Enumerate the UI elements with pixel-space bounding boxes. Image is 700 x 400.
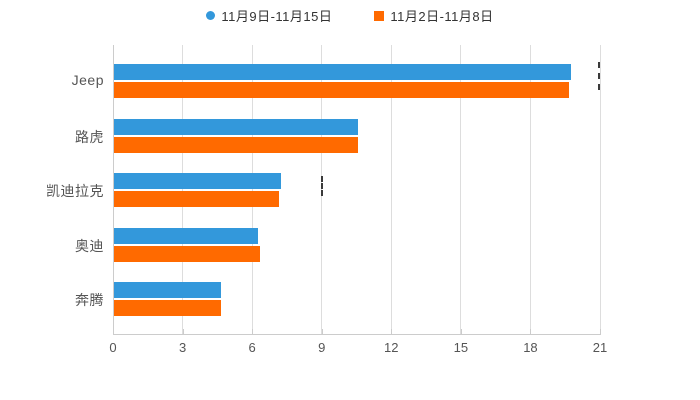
x-axis-line [113,334,601,335]
bar-segment[interactable] [114,136,358,153]
bar-segment[interactable] [114,173,281,189]
x-axis-tick [530,329,532,334]
x-axis-tick [182,329,184,334]
y-category-label: 凯迪拉克 [46,183,104,199]
bar-segment[interactable] [114,245,260,262]
y-axis-line [113,45,114,334]
x-tick-label: 0 [109,340,117,355]
legend-square-marker-icon [374,10,385,21]
x-tick-label: 12 [384,340,399,355]
bar-segment[interactable] [114,191,279,207]
gridline [182,45,184,334]
legend-label-week1: 11月2日-11月8日 [390,9,494,24]
x-axis-tick [113,329,114,334]
x-tick-label: 9 [318,340,326,355]
y-category-label: 路虎 [75,128,104,145]
x-tick-label: 21 [592,340,608,355]
y-category-label: Jeep [71,72,104,88]
legend-circle-marker-icon [206,11,216,20]
x-tick-label: 15 [453,340,469,355]
legend-item-week1[interactable]: 11月2日-11月8日 [374,6,493,25]
gridline [599,45,601,334]
gridline [390,45,392,334]
gridline [460,45,462,334]
bar-segment[interactable] [114,82,569,98]
x-tick-label: 3 [178,340,187,355]
bar-segment[interactable] [114,64,571,80]
x-axis-tick [321,329,323,334]
x-axis-tick [600,329,601,334]
x-tick-label: 18 [523,340,538,355]
x-axis-tick [460,329,462,334]
y-category-label: 奥迪 [75,237,104,254]
bar-segment[interactable] [114,300,221,316]
bar-segment[interactable] [114,227,258,244]
legend-item-week2[interactable]: 11月9日-11月15日 [206,6,332,25]
bar-segment[interactable] [114,118,358,135]
y-category-label: 奔腾 [75,292,104,308]
x-axis-tick [252,329,254,334]
legend-label-week2: 11月9日-11月15日 [221,9,333,24]
bar-segment[interactable] [114,282,221,298]
legend: 11月9日-11月15日 11月2日-11月8日 [0,6,700,25]
gridline [251,45,253,334]
x-tick-label: 6 [248,340,256,355]
dashed-marker-cadillac-row [321,176,323,196]
x-axis-tick [391,329,393,334]
dashed-marker-top-right [598,62,600,90]
gridline [529,45,531,334]
